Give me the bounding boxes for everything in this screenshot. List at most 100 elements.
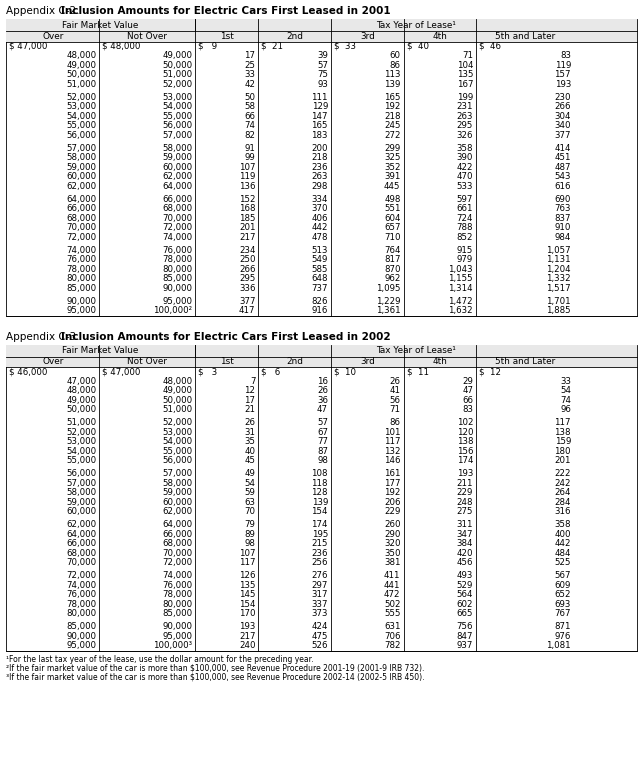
Text: 72,000: 72,000 [162, 558, 192, 567]
Text: 67: 67 [317, 428, 328, 437]
Text: 42: 42 [244, 80, 255, 88]
Text: 72,000: 72,000 [66, 233, 96, 242]
Text: 201: 201 [239, 223, 255, 233]
Text: 49: 49 [244, 469, 255, 478]
Text: 138: 138 [554, 428, 571, 437]
Text: 98: 98 [244, 539, 255, 548]
Text: 337: 337 [311, 600, 328, 608]
Text: Fair Market Value: Fair Market Value [62, 20, 139, 30]
Text: $  33: $ 33 [334, 41, 356, 51]
Text: 70,000: 70,000 [66, 558, 96, 567]
Text: 976: 976 [554, 632, 571, 640]
Text: 358: 358 [457, 144, 473, 153]
Text: 1,314: 1,314 [448, 283, 473, 293]
Text: 52,000: 52,000 [162, 418, 192, 428]
Text: 68,000: 68,000 [66, 214, 96, 222]
Text: 80,000: 80,000 [66, 609, 96, 619]
Text: 26: 26 [244, 418, 255, 428]
Text: Tax Year of Lease¹: Tax Year of Lease¹ [376, 346, 456, 355]
Text: 90,000: 90,000 [66, 632, 96, 640]
Text: 1,043: 1,043 [448, 265, 473, 274]
Text: 358: 358 [554, 520, 571, 529]
Text: 263: 263 [457, 112, 473, 121]
Text: 50: 50 [244, 92, 255, 102]
Text: 180: 180 [554, 447, 571, 456]
Text: 62,000: 62,000 [162, 507, 192, 516]
Text: 498: 498 [384, 195, 401, 204]
Text: 72,000: 72,000 [66, 572, 96, 580]
Text: 57,000: 57,000 [162, 469, 192, 478]
Text: 165: 165 [384, 92, 401, 102]
Text: 66,000: 66,000 [162, 530, 192, 539]
Text: 21: 21 [244, 406, 255, 414]
Text: 266: 266 [554, 103, 571, 111]
Text: $ 46,000: $ 46,000 [9, 367, 48, 377]
Text: 567: 567 [554, 572, 571, 580]
Text: 70,000: 70,000 [162, 214, 192, 222]
Text: 51,000: 51,000 [162, 70, 192, 79]
Text: $   6: $ 6 [262, 367, 280, 377]
Text: 132: 132 [384, 447, 401, 456]
Text: 78,000: 78,000 [66, 600, 96, 608]
Text: 74: 74 [560, 395, 571, 405]
Text: 86: 86 [390, 61, 401, 70]
Text: 147: 147 [311, 112, 328, 121]
Text: 146: 146 [384, 456, 401, 465]
Text: 68,000: 68,000 [162, 539, 192, 548]
Text: 59,000: 59,000 [66, 163, 96, 171]
Text: 167: 167 [457, 80, 473, 88]
Text: 690: 690 [554, 195, 571, 204]
Text: 937: 937 [457, 641, 473, 650]
Text: 55,000: 55,000 [66, 121, 96, 130]
Text: 414: 414 [554, 144, 571, 153]
Text: 1st: 1st [220, 357, 234, 366]
Text: ²If the fair market value of the car is more than $100,000, see Revenue Procedur: ²If the fair market value of the car is … [6, 664, 424, 673]
Text: 693: 693 [554, 600, 571, 608]
Text: 217: 217 [239, 233, 255, 242]
Bar [6, 19, 637, 31]
Text: 411: 411 [384, 572, 401, 580]
Text: 111: 111 [311, 92, 328, 102]
Text: 4th: 4th [432, 32, 448, 41]
Text: 7: 7 [250, 377, 255, 386]
Text: 128: 128 [311, 489, 328, 497]
Text: 445: 445 [384, 182, 401, 191]
Text: Over: Over [42, 357, 64, 366]
Text: 117: 117 [384, 437, 401, 446]
Text: 177: 177 [384, 478, 401, 488]
Text: 157: 157 [554, 70, 571, 79]
Text: 35: 35 [244, 437, 255, 446]
Text: 91: 91 [244, 144, 255, 153]
Text: 98: 98 [317, 456, 328, 465]
Text: 16: 16 [317, 377, 328, 386]
Text: 170: 170 [239, 609, 255, 619]
Text: 529: 529 [457, 581, 473, 590]
Text: 57: 57 [317, 418, 328, 428]
Text: 57: 57 [317, 61, 328, 70]
Text: 60,000: 60,000 [162, 498, 192, 507]
Text: 218: 218 [384, 112, 401, 121]
Text: 58: 58 [244, 103, 255, 111]
Text: 55,000: 55,000 [66, 456, 96, 465]
Text: 54,000: 54,000 [66, 447, 96, 456]
Text: 70,000: 70,000 [162, 549, 192, 557]
Text: 1,517: 1,517 [547, 283, 571, 293]
Text: Not Over: Not Over [127, 32, 167, 41]
Text: 56,000: 56,000 [66, 131, 96, 139]
Text: 76,000: 76,000 [162, 246, 192, 254]
Text: 60: 60 [390, 51, 401, 60]
Text: 50,000: 50,000 [162, 61, 192, 70]
Text: 229: 229 [384, 507, 401, 516]
Text: 4th: 4th [432, 357, 448, 366]
Text: 53,000: 53,000 [66, 103, 96, 111]
Text: 174: 174 [311, 520, 328, 529]
Text: 53,000: 53,000 [162, 428, 192, 437]
Text: 756: 756 [457, 622, 473, 631]
Text: 48,000: 48,000 [66, 386, 96, 395]
Text: 837: 837 [554, 214, 571, 222]
Text: 77: 77 [317, 437, 328, 446]
Text: 50,000: 50,000 [66, 70, 96, 79]
Text: 295: 295 [239, 274, 255, 283]
Text: 604: 604 [384, 214, 401, 222]
Text: 422: 422 [457, 163, 473, 171]
